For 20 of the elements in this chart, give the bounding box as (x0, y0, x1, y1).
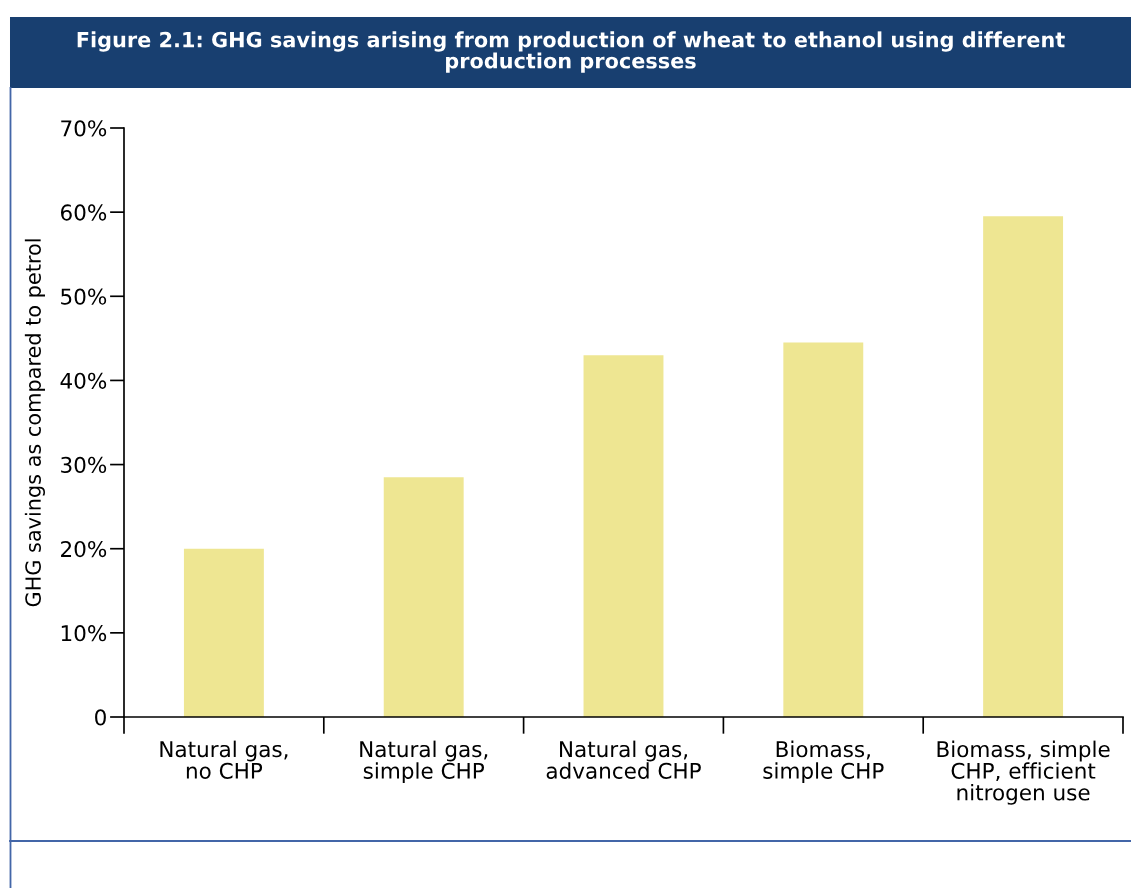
y-tick-label: 20% (61, 540, 107, 558)
bar (183, 548, 264, 717)
y-tick-label: 0 (95, 709, 106, 726)
x-tick-label: Biomass, simple CHP (763, 740, 884, 784)
y-tick-label: 50% (61, 288, 107, 305)
bar (583, 355, 664, 717)
x-tick-label: Biomass, simple CHP, efficient nitrogen use (937, 740, 1110, 805)
bar (383, 477, 464, 717)
x-tick-label: Natural gas, simple CHP (360, 740, 488, 784)
y-tick-label: 40% (60, 372, 107, 389)
x-tick-label: Natural gas, advanced CHP (546, 740, 701, 779)
y-tick-label: 10% (61, 625, 107, 642)
y-tick-label: 70% (61, 120, 107, 137)
y-tick-label: 60% (60, 204, 107, 221)
y-axis-title: GHG savings as compared to petrol (24, 239, 45, 607)
bar (983, 216, 1064, 717)
x-tick-label: Natural gas, no CHP (160, 740, 288, 779)
chart-title: Figure 2.1: GHG savings arising from production of wheat to ethanol using different production processes (77, 31, 1065, 73)
bar (783, 342, 864, 717)
y-tick-label: 30% (61, 456, 107, 474)
